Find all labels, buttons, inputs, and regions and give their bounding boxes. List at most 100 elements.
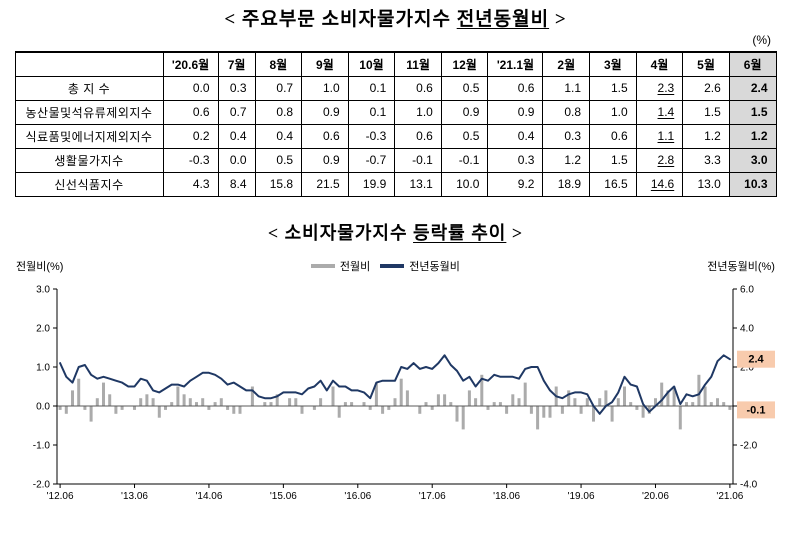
right-tick-label: 2.0 — [740, 362, 754, 373]
table-title-emphasis: 전년동월비 — [456, 9, 550, 30]
value-cell: 2.4 — [728, 75, 777, 101]
mom-bar — [145, 393, 149, 406]
mom-bar — [362, 401, 366, 406]
value-cell: 0.3 — [487, 147, 544, 173]
value-cell: 13.1 — [394, 171, 442, 197]
mom-bar — [393, 397, 397, 406]
x-tick-label: '13.06 — [121, 491, 148, 502]
mom-bar — [592, 405, 595, 422]
legend-item: 전월비 — [310, 258, 370, 274]
mom-bar — [585, 397, 589, 406]
x-tick-label: '15.06 — [270, 491, 297, 502]
mom-bar — [102, 382, 105, 406]
mom-bar — [201, 397, 205, 406]
table-title: < 주요부문 소비자물가지수 전년동월비 > — [0, 4, 791, 31]
mom-bar — [505, 405, 509, 414]
mom-bar — [195, 401, 198, 406]
table-row: 농산물및석유류제외지수 0.6 0.7 0.8 0.9 0.1 1.0 0.9 0.9 0.8 1.… — [14, 99, 777, 125]
value-cell: 0.0 — [162, 75, 219, 101]
row-label: 식료품및에너지제외지수 — [14, 123, 164, 149]
value-cell: 2.6 — [682, 75, 730, 101]
chart-header: 전월비(%) 전월비 전년동월비 전년동월비(%) — [0, 257, 791, 275]
mom-bar — [368, 405, 372, 410]
value-cell: 0.5 — [440, 75, 489, 101]
row-label: 총 지 수 — [14, 75, 164, 101]
legend-swatch — [380, 263, 405, 268]
value-cell: 0.8 — [542, 99, 591, 125]
row-label: 신선식품지수 — [14, 171, 164, 197]
right-tick-label: 6.0 — [740, 284, 754, 295]
mom-bar — [337, 405, 341, 418]
value-cell: 0.9 — [301, 99, 349, 125]
mom-bar — [616, 397, 620, 406]
table-row: 생활물가지수 -0.3 0.0 0.5 0.9 -0.7 -0.1 -0.1 0.3 1.2 1.5… — [14, 147, 777, 173]
table-title-suffix: > — [549, 9, 567, 30]
mom-bar — [548, 405, 552, 418]
mom-bar — [480, 374, 484, 406]
x-tick-label: '12.06 — [47, 491, 74, 502]
value-cell: 3.3 — [682, 147, 730, 173]
annotation-label: -0.1 — [747, 404, 766, 416]
left-tick-label: -1.0 — [33, 440, 51, 451]
mom-bar — [455, 405, 459, 422]
yoy-line — [59, 353, 731, 415]
legend-swatch — [310, 263, 335, 268]
value-cell: 0.6 — [589, 123, 637, 149]
mom-bar — [691, 401, 695, 406]
value-cell: -0.7 — [347, 147, 396, 173]
mom-bar — [666, 389, 670, 406]
mom-bar — [604, 389, 608, 406]
column-header: 6월 — [728, 51, 777, 77]
mom-bar — [207, 405, 211, 410]
mom-bar — [269, 401, 273, 406]
mom-bar — [672, 386, 676, 406]
table-header-row: '20.6월 7월 8월 9월 10월 11월 12월 '21.1월 2월 3월 4월 5월 6월 — [14, 51, 777, 77]
value-cell: 9.2 — [487, 171, 544, 197]
mom-bar — [312, 405, 316, 410]
column-header: 7월 — [217, 51, 256, 77]
mom-bar — [511, 393, 515, 406]
value-cell: 19.9 — [347, 171, 396, 197]
mom-bar — [685, 401, 688, 406]
value-cell: 1.0 — [394, 99, 442, 125]
mom-bar — [610, 405, 614, 422]
mom-bar — [647, 405, 651, 414]
mom-bar — [542, 405, 546, 418]
x-tick-label: '14.06 — [195, 491, 222, 502]
right-tick-label: -4.0 — [740, 479, 758, 490]
value-cell: 10.3 — [728, 171, 777, 197]
mom-bar — [399, 378, 403, 406]
mom-bar — [703, 386, 707, 406]
mom-bar — [219, 397, 223, 406]
mom-bar — [660, 382, 664, 406]
mom-bar — [716, 397, 719, 406]
annotation-box — [737, 400, 775, 418]
mom-bar — [722, 401, 726, 406]
mom-bar — [709, 401, 713, 406]
value-cell: 0.7 — [217, 99, 256, 125]
mom-bar — [387, 405, 391, 410]
mom-bar — [374, 382, 378, 406]
value-cell: 4.3 — [162, 171, 219, 197]
mom-bar — [498, 401, 502, 406]
value-cell: 0.0 — [217, 147, 256, 173]
mom-bar — [182, 393, 186, 406]
value-cell: 10.0 — [440, 171, 489, 197]
mom-bar — [436, 393, 440, 406]
column-header: 8월 — [254, 51, 303, 77]
value-cell: 0.6 — [487, 75, 544, 101]
value-cell: 2.8 — [635, 147, 684, 173]
mom-bar — [238, 405, 242, 414]
left-tick-label: 3.0 — [36, 284, 50, 295]
mom-bar — [678, 405, 682, 429]
value-cell: -0.3 — [162, 147, 219, 173]
table-row: 신선식품지수 4.3 8.4 15.8 21.5 19.9 13.1 10.0 9.2 18.9 1… — [14, 171, 777, 197]
value-cell: 0.1 — [347, 99, 396, 125]
value-cell: 1.2 — [542, 147, 591, 173]
mom-bar — [697, 374, 701, 406]
chart-legend: 전월비 전년동월비 — [310, 258, 460, 274]
column-header: 9월 — [301, 51, 349, 77]
mom-bar — [567, 389, 571, 406]
mom-bar — [467, 389, 471, 406]
column-header: '20.6월 — [162, 51, 219, 77]
